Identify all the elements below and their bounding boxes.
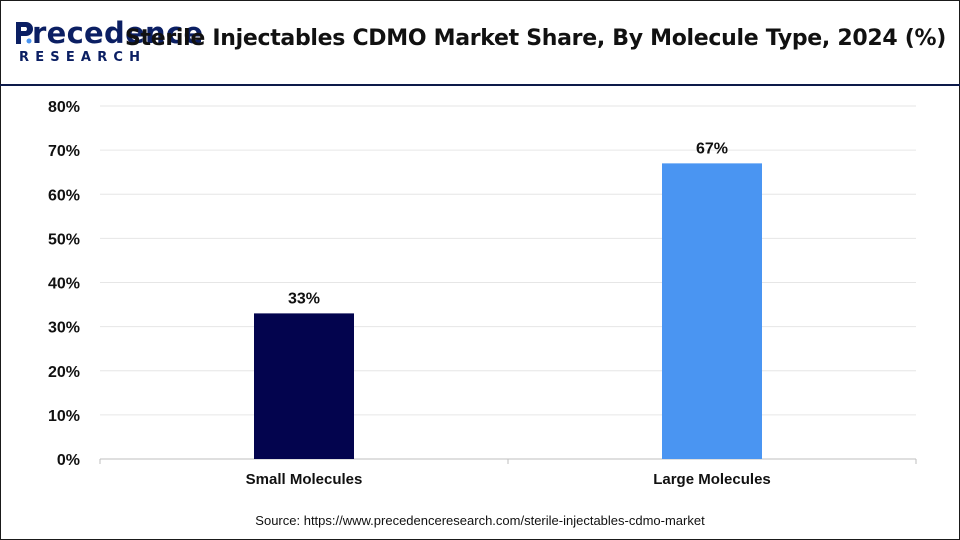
y-tick-label: 30% (48, 320, 80, 337)
y-tick-label: 70% (48, 143, 80, 160)
chart-title: Sterile Injectables CDMO Market Share, B… (124, 26, 946, 51)
data-label: 33% (288, 290, 320, 307)
source-note: Source: https://www.precedenceresearch.c… (255, 513, 705, 528)
x-category-label: Small Molecules (246, 471, 363, 488)
y-tick-label: 0% (57, 452, 80, 469)
y-tick-label: 40% (48, 276, 80, 293)
y-tick-label: 80% (48, 99, 80, 116)
brand-logo: recedence RESEARCH (14, 14, 203, 70)
logo-p-icon (16, 22, 33, 44)
logo-wordmark: recedence (32, 16, 204, 50)
y-tick-label: 60% (48, 187, 80, 204)
bar-small-molecules (254, 313, 354, 459)
data-label: 67% (696, 140, 728, 157)
x-category-label: Large Molecules (653, 471, 771, 488)
bar-large-molecules (662, 163, 762, 460)
y-tick-label: 50% (48, 231, 80, 248)
logo-subtitle: RESEARCH (19, 50, 147, 65)
y-tick-label: 20% (48, 364, 80, 381)
y-tick-label: 10% (48, 408, 80, 425)
bar-chart: 0% 10% 20% 30% 40% 50% 60% 70% 80% 33% Small Molec… (48, 99, 917, 488)
header: recedence RESEARCH Sterile Injectables C… (0, 0, 960, 86)
